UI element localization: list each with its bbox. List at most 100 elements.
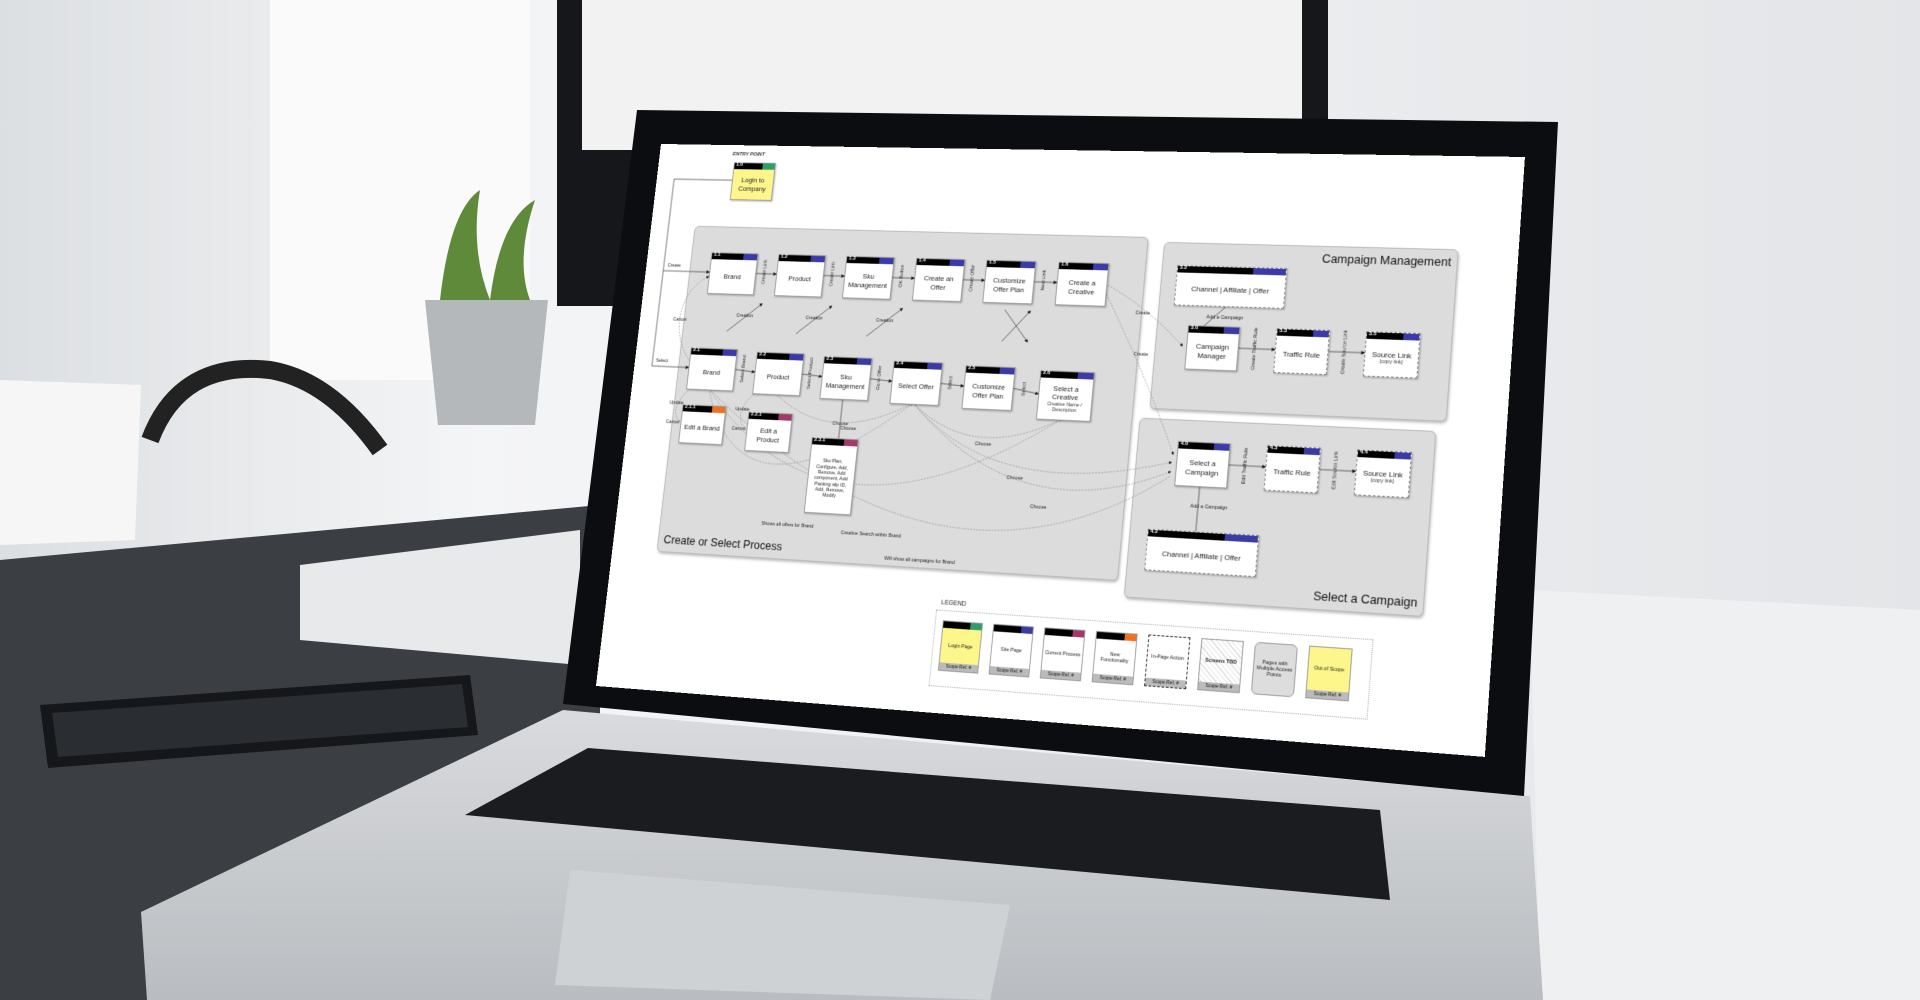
legend-type-color [1020, 626, 1033, 635]
node-label: Channel | Affiliate | Offer [1161, 549, 1241, 563]
laptop-keyboard [465, 748, 1390, 900]
node-type-color [1303, 447, 1320, 456]
screen-node-2-4: 2.4 Select Offer [889, 360, 943, 406]
node-body: Product [775, 261, 825, 297]
edge-label: Choose [840, 425, 857, 431]
legend-item-tbd: Screens TBD Scope Ref. # [1197, 638, 1244, 694]
node-id: 4.0 [1180, 441, 1189, 447]
node-type-color [1252, 268, 1287, 276]
legend-item-label: Pages with Multiple Access Points [1256, 659, 1293, 679]
screen-node-2-5: 2.5 Customize Offer Plan [961, 365, 1016, 411]
coffee-mug [0, 380, 141, 545]
node-id: 4.4 [1359, 449, 1368, 456]
node-type-color [778, 413, 792, 421]
laptop-screen-diagram: Create or Select Process Campaign Manage… [596, 144, 1525, 757]
edge-label: Edit Traffic Rule [1240, 447, 1249, 484]
edge-label: Create [1135, 309, 1151, 315]
edge-label: Creation [805, 315, 823, 321]
node-type-color [949, 259, 965, 267]
legend-item-new: New Functionality Scope Ref. # [1091, 630, 1138, 686]
screen-node-1-5: 1.5 Customize Offer Plan [982, 259, 1037, 305]
legend-item-oos: Out of Scope Scope Ref. # [1305, 645, 1353, 702]
node-header: 1.5 [986, 259, 1036, 269]
node-id: 1.5 [988, 259, 997, 266]
node-type-color [1394, 452, 1411, 460]
plant [440, 190, 535, 300]
edge-label: Creation [876, 317, 895, 323]
legend-item-action: In-Page Action Scope Ref. # [1144, 634, 1191, 690]
screen-node-1-2: 1.2 Product [773, 254, 826, 298]
node-id: 2.3.1 [813, 437, 826, 444]
legend-item-label: In-Page Action [1151, 653, 1185, 662]
cross-arrow [1002, 310, 1031, 343]
node-id: 3.0 [1190, 325, 1199, 331]
edge-label: Select Brand [739, 354, 747, 383]
legend-item-site: Site Page Scope Ref. # [988, 623, 1034, 678]
node-body: Login to Company [731, 169, 775, 200]
screen-node-4-4: 4.4 Source Link (copy link) [1353, 449, 1412, 499]
node-type-color [856, 358, 872, 366]
node-type-color [743, 253, 758, 261]
edge-label: Select Product [806, 357, 815, 390]
edge-label: Next Link [1039, 269, 1047, 291]
edge-label: Creation [736, 313, 754, 319]
node-body: Channel | Affiliate | Offer [1175, 272, 1286, 307]
trackpad [555, 870, 1010, 1000]
node-label: Select Offer [897, 381, 935, 392]
node-type-color [762, 163, 775, 170]
node-label: Channel | Affiliate | Offer [1190, 284, 1270, 296]
node-label: Product [787, 274, 812, 283]
screen-node-4-2: 4.2 Channel | Affiliate | Offer [1144, 528, 1260, 578]
white-desk [1530, 590, 1920, 1000]
edge-connector [694, 389, 1176, 541]
node-id: 2.3 [826, 356, 834, 362]
node-body: Traffic Rule [1274, 336, 1328, 374]
legend-type-color [1124, 633, 1137, 642]
screen-node-4-0: 4.0 Select a Campaign [1174, 440, 1231, 489]
node-body: Select a Creative Creative Name / Descrip… [1037, 377, 1093, 421]
node-id: 2.1 [692, 347, 701, 353]
node-header: 1.1 [711, 252, 758, 261]
node-type-color [722, 349, 737, 357]
node-body: Customize Offer Plan [983, 267, 1034, 303]
edge-label: Creative Search within Brand [840, 529, 901, 538]
node-label: Product [766, 372, 790, 382]
node-type-color [879, 257, 894, 265]
screen-node-1-4: 1.4 Create an Offer [912, 257, 966, 303]
node-id: 1.1 [713, 252, 721, 258]
screen-node-3-5: 3.5 Source Link (copy link) [1362, 331, 1421, 379]
node-type-color [999, 367, 1015, 375]
edge-label: Update [735, 406, 751, 412]
legend-scope-ref: Scope Ref. # [938, 662, 978, 673]
node-id: 3.5 [1368, 331, 1377, 338]
edge-label: Shows all offers for Brand [761, 520, 814, 529]
node-body: Select Offer [890, 368, 941, 405]
node-label: Traffic Rule [1282, 349, 1321, 360]
diagram-edges: Create Select Create Link Create Link OK But… [596, 144, 1525, 757]
node-label: Create an Offer [923, 274, 955, 292]
edge-label: Create Source Link [1339, 329, 1348, 374]
screen-node-4-3: 4.3 Traffic Rule [1263, 445, 1321, 494]
edge-label: Create [667, 262, 681, 268]
legend-scope-ref: Scope Ref. # [1198, 681, 1240, 693]
node-body: Source Link (copy link) [1364, 339, 1419, 378]
legend-scope-ref: Scope Ref. # [1040, 669, 1081, 681]
screen-node-3-0: 3.0 Campaign Manager [1184, 325, 1241, 372]
node-label: Sku Plan, Configure, Add, Remove, Add co… [814, 458, 849, 500]
node-body: Source Link (copy link) [1355, 457, 1411, 497]
edge-label: Choose [1030, 503, 1048, 510]
node-id: 2.2 [758, 351, 767, 358]
node-body: Campaign Manager [1185, 332, 1239, 370]
node-type-color [1093, 263, 1109, 271]
entry-point-label: ENTRY POINT [732, 151, 766, 158]
node-id: 3.2 [1179, 265, 1188, 271]
node-type-color [1403, 333, 1420, 341]
legend-type-color [969, 623, 983, 631]
node-type-color [810, 255, 826, 263]
edge-label: Go to Offer [875, 365, 883, 390]
node-id: 1.0 [735, 162, 744, 168]
node-sublabel: (copy link) [1370, 477, 1395, 485]
node-label: Brand [702, 367, 721, 377]
screen-node-1-1: 1.1 Brand [706, 252, 759, 296]
node-body: Select a Campaign [1175, 448, 1229, 487]
